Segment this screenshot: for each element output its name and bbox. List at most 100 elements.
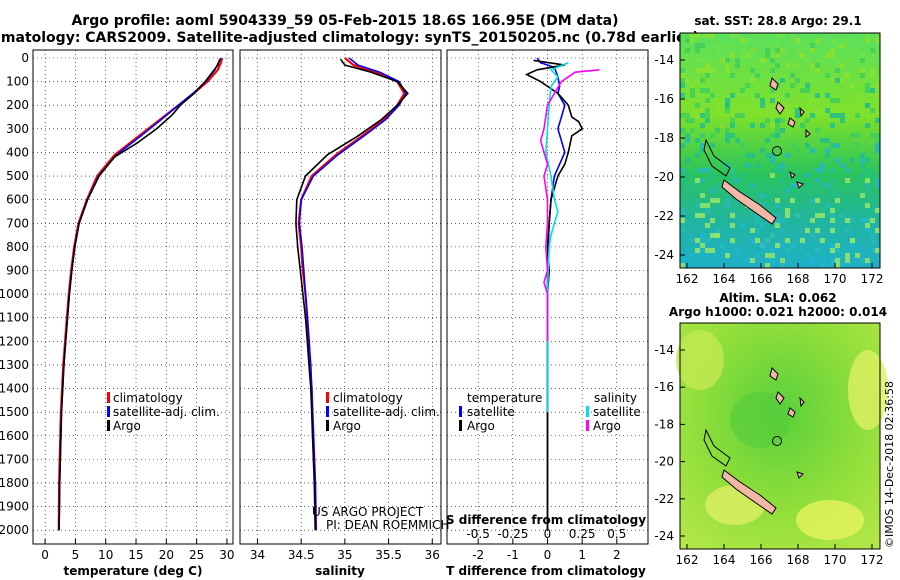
sst-pixel	[685, 38, 690, 43]
sst-pixel	[810, 218, 815, 223]
difference-panel: -2 -1 0 1 2 -0.5 -0.25 0 0.25 0.5 T difference f…	[446, 49, 649, 578]
x-tick-label: 34.5	[288, 548, 315, 562]
sst-pixel	[760, 223, 765, 228]
title-line1: Argo profile: aoml 5904339_59 05-Feb-201…	[71, 13, 618, 29]
sst-pixel	[685, 138, 690, 143]
sst-pixel	[680, 113, 685, 118]
sst-pixel	[685, 158, 690, 163]
legend-temperature-title: temperature	[467, 391, 542, 405]
vanuatu-island-shape	[775, 391, 785, 405]
temperature-lines	[57, 57, 224, 531]
sst-pixel	[710, 233, 715, 238]
sst-pixel	[680, 228, 685, 233]
legend-climatology-label: climatology	[113, 391, 183, 405]
sst-pixel	[695, 48, 700, 53]
sst-pixel	[705, 208, 710, 213]
lat-tick-label: -16	[654, 380, 674, 394]
lat-tick-label: -22	[654, 492, 674, 506]
sst-pixel	[840, 118, 845, 123]
sst-pixel	[835, 78, 840, 83]
sst-pixel	[755, 253, 760, 258]
vanuatu-island-shape	[775, 101, 785, 115]
sst-pixel	[845, 68, 850, 73]
sst-pixel	[835, 198, 840, 203]
sst-pixel	[770, 123, 775, 128]
sst-pixel	[710, 248, 715, 253]
sst-pixel	[815, 228, 820, 233]
legend-satellite-label: satellite-adj. clim.	[113, 405, 220, 419]
sst-pixel	[805, 58, 810, 63]
sst-pixel	[740, 173, 745, 178]
reef-outline	[703, 428, 731, 467]
sst-pixel	[825, 73, 830, 78]
sst-pixel	[875, 33, 880, 38]
sst-pixel	[735, 78, 740, 83]
sst-pixel	[750, 258, 755, 263]
lat-tick-label: -24	[654, 248, 674, 262]
sst-pixel	[830, 148, 835, 153]
sst-pixel	[795, 148, 800, 153]
sst-pixel	[815, 68, 820, 73]
sst-pixel	[870, 233, 875, 238]
depth-tick-labels: 0 100 200 300 400 500 600 700 800 900 1000 1100 1200…	[0, 51, 29, 537]
sst-pixel	[775, 48, 780, 53]
depth-tick-label: 1100	[0, 311, 29, 325]
sst-pixel	[750, 228, 755, 233]
sst-pixel	[820, 238, 825, 243]
sst-pixel	[810, 198, 815, 203]
sst-pixel	[785, 108, 790, 113]
sst-pixel	[810, 98, 815, 103]
sst-pixel	[820, 208, 825, 213]
sst-pixel	[755, 163, 760, 168]
sst-pixel	[865, 38, 870, 43]
sst-pixel	[695, 58, 700, 63]
sst-pixel	[815, 128, 820, 133]
sst-pixel	[855, 113, 860, 118]
sst-pixel	[820, 183, 825, 188]
depth-tick-label: 700	[6, 216, 29, 230]
sst-pixel	[775, 128, 780, 133]
x-tick-label: 1	[578, 548, 586, 562]
sst-pixel	[705, 238, 710, 243]
sst-pixel	[700, 243, 705, 248]
sst-pixel	[865, 158, 870, 163]
sst-map-title: sat. SST: 28.8 Argo: 29.1	[694, 14, 861, 28]
sst-pixel	[770, 58, 775, 63]
sst-pixel	[700, 108, 705, 113]
sst-pixel	[735, 178, 740, 183]
sst-pixel	[790, 98, 795, 103]
lon-tick-label: 170	[824, 553, 847, 567]
sst-pixel	[815, 178, 820, 183]
sla-map-title2: Argo h1000: 0.021 h2000: 0.014	[669, 305, 887, 319]
sst-pixel	[830, 258, 835, 263]
sst-pixel	[820, 163, 825, 168]
sst-pixel	[870, 133, 875, 138]
legend-s-satellite-label: satellite	[593, 405, 641, 419]
sst-pixel	[705, 223, 710, 228]
series-line-satellite-adj-clim-	[298, 57, 407, 531]
sst-pixel	[825, 138, 830, 143]
lon-tick-label: 166	[750, 553, 773, 567]
sst-pixel	[870, 238, 875, 243]
sst-map-lat-ticks: -14 -16 -18 -20 -22 -24	[654, 53, 685, 262]
sst-pixel	[705, 68, 710, 73]
sst-pixel	[840, 163, 845, 168]
legend-climatology-swatch	[107, 392, 110, 403]
sst-pixel	[760, 58, 765, 63]
sst-pixel	[730, 118, 735, 123]
sst-pixel	[840, 263, 845, 268]
sst-pixel	[775, 53, 780, 58]
sst-pixel	[870, 173, 875, 178]
difference-xlabel: T difference from climatology	[446, 564, 646, 578]
sst-pixel	[725, 203, 730, 208]
sst-pixel	[725, 68, 730, 73]
sst-pixel	[775, 213, 780, 218]
sst-pixel	[810, 43, 815, 48]
sst-pixel	[740, 113, 745, 118]
sst-pixel	[865, 168, 870, 173]
sst-pixel	[700, 78, 705, 83]
sst-pixel	[795, 113, 800, 118]
sst-pixel	[705, 108, 710, 113]
sst-pixel	[875, 148, 880, 153]
sst-pixel	[800, 123, 805, 128]
